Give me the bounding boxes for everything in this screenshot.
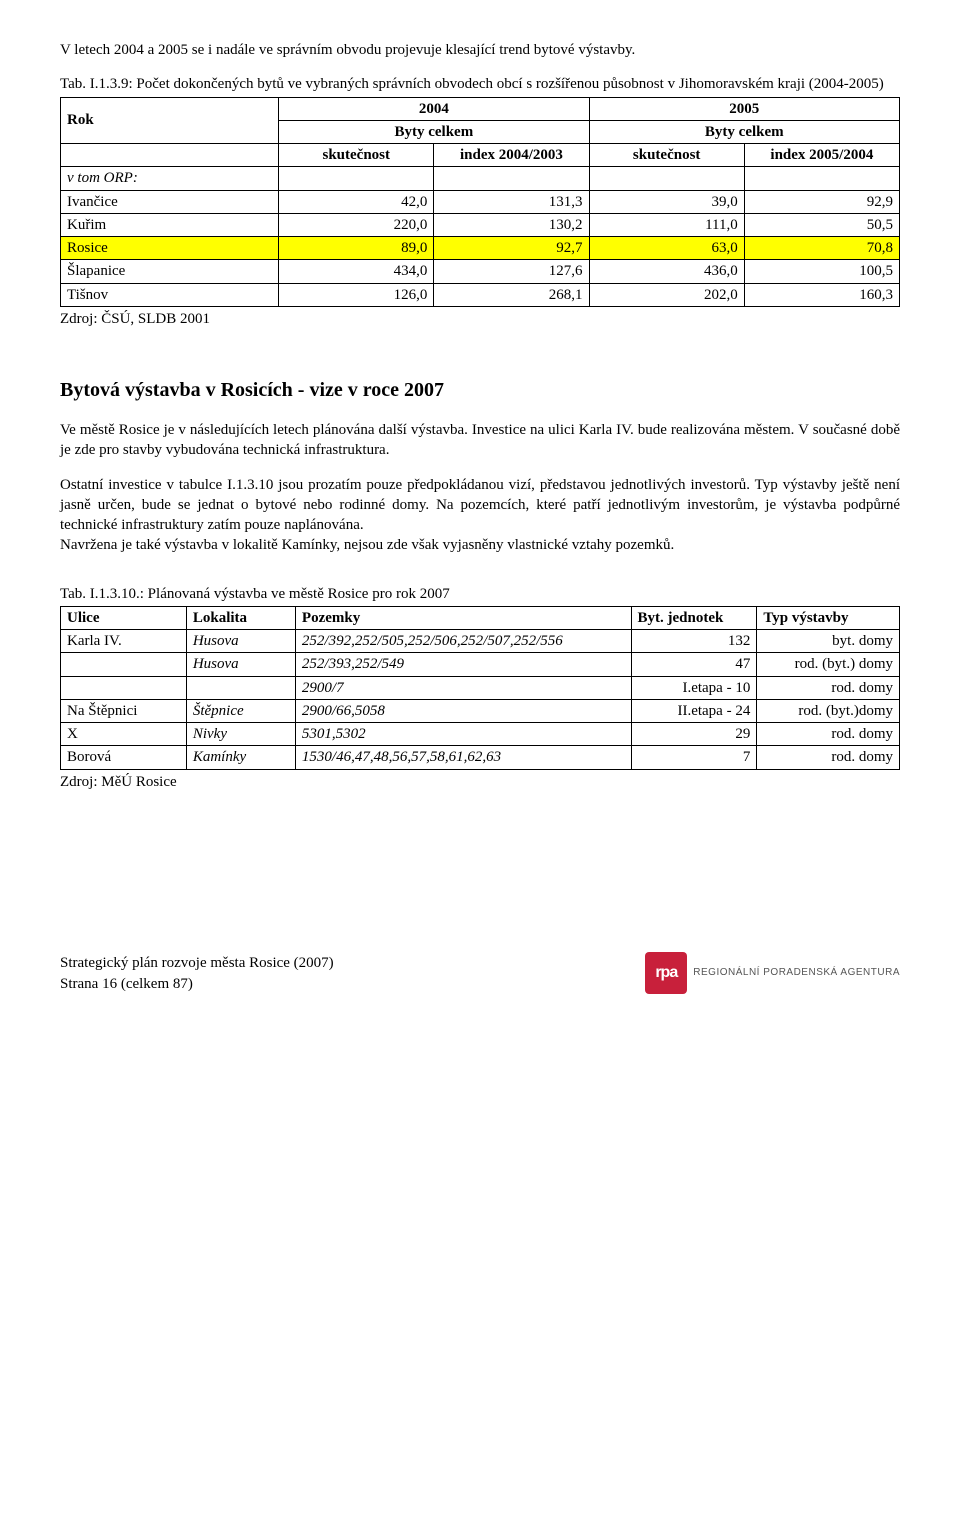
table-row: Rosice89,092,763,070,8 — [61, 237, 900, 260]
table10-source: Zdroj: MěÚ Rosice — [60, 772, 900, 792]
table9: Rok 2004 2005 Byty celkem Byty celkem sk… — [60, 97, 900, 307]
footer-line2: Strana 16 (celkem 87) — [60, 974, 334, 994]
th-idx0504: index 2005/2004 — [744, 144, 899, 167]
para1: Ve městě Rosice je v následujících letec… — [60, 420, 900, 461]
table-row: Ivančice42,0131,339,092,9 — [61, 190, 900, 213]
page-footer: Strategický plán rozvoje města Rosice (2… — [60, 952, 900, 994]
logo-text: REGIONÁLNÍ PORADENSKÁ AGENTURA — [693, 966, 900, 980]
footer-logo: rpa REGIONÁLNÍ PORADENSKÁ AGENTURA — [645, 952, 900, 994]
table-row: Karla IV.Husova252/392,252/505,252/506,2… — [61, 630, 900, 653]
th-byty-1: Byty celkem — [279, 120, 589, 143]
table-row: Šlapanice434,0127,6436,0100,5 — [61, 260, 900, 283]
table-row: 2900/7I.etapa - 10rod. domy — [61, 676, 900, 699]
th-pozemky: Pozemky — [295, 606, 631, 629]
th-2005: 2005 — [589, 97, 899, 120]
table-row: Kuřim220,0130,2111,050,5 — [61, 213, 900, 236]
th-typ: Typ výstavby — [757, 606, 900, 629]
th-byty-2: Byty celkem — [589, 120, 899, 143]
para2: Ostatní investice v tabulce I.1.3.10 jso… — [60, 475, 900, 536]
th-skut-1: skutečnost — [279, 144, 434, 167]
orp-label: v tom ORP: — [61, 167, 279, 190]
th-lokalita: Lokalita — [186, 606, 295, 629]
table-row: Husova 252/393,252/54947rod. (byt.) domy — [61, 653, 900, 676]
th-empty — [61, 144, 279, 167]
table-row: BorováKamínky1530/46,47,48,56,57,58,61,6… — [61, 746, 900, 769]
th-2004: 2004 — [279, 97, 589, 120]
th-ulice: Ulice — [61, 606, 187, 629]
logo-mark: rpa — [645, 952, 687, 994]
th-skut-2: skutečnost — [589, 144, 744, 167]
table9-source: Zdroj: ČSÚ, SLDB 2001 — [60, 309, 900, 329]
table9-caption: Tab. I.1.3.9: Počet dokončených bytů ve … — [60, 74, 900, 94]
footer-line1: Strategický plán rozvoje města Rosice (2… — [60, 953, 334, 973]
table10-caption: Tab. I.1.3.10.: Plánovaná výstavba ve mě… — [60, 584, 900, 604]
th-byt: Byt. jednotek — [631, 606, 757, 629]
table10: Ulice Lokalita Pozemky Byt. jednotek Typ… — [60, 606, 900, 770]
table-row: Tišnov126,0268,1202,0160,3 — [61, 283, 900, 306]
para3: Navržena je také výstavba v lokalitě Kam… — [60, 535, 900, 555]
th-idx0403: index 2004/2003 — [434, 144, 589, 167]
table-row: XNivky5301,530229rod. domy — [61, 723, 900, 746]
section-title: Bytová výstavba v Rosicích - vize v roce… — [60, 377, 900, 404]
table-row: Na ŠtěpniciŠtěpnice2900/66,5058II.etapa … — [61, 699, 900, 722]
intro-paragraph: V letech 2004 a 2005 se i nadále ve sprá… — [60, 40, 900, 60]
th-rok: Rok — [61, 97, 279, 144]
